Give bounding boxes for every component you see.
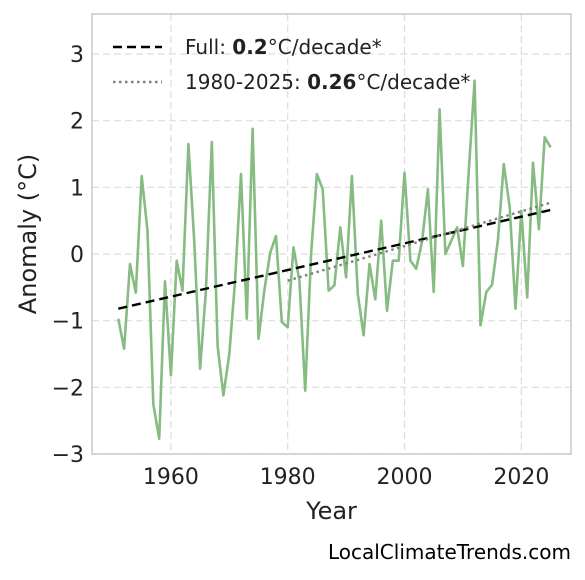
y-tick-label: 1	[70, 176, 84, 201]
y-tick-label: −1	[52, 310, 84, 335]
recent-trend-line	[287, 201, 551, 282]
full-trend-line	[118, 208, 551, 310]
y-axis-label: Anomaly (°C)	[14, 154, 42, 314]
legend-entry-full-trend: Full: 0.2°C/decade*	[185, 35, 382, 59]
plot-frame	[91, 13, 572, 455]
y-tick-label: −2	[52, 376, 84, 401]
x-tick-label: 1960	[143, 465, 199, 490]
x-tick-label: 2000	[377, 465, 433, 490]
legend-full-unit: °C/decade*	[268, 35, 382, 59]
legend-recent-unit: °C/decade*	[356, 70, 470, 94]
legend-recent-name: 1980-2025:	[185, 70, 307, 94]
legend-recent-value: 0.26	[307, 70, 356, 94]
x-tick-label: 1980	[260, 465, 316, 490]
x-axis-label: Year	[305, 497, 357, 525]
anomaly-series-line	[117, 79, 552, 441]
y-tick-label: −3	[52, 443, 84, 468]
source-credit: LocalClimateTrends.com	[327, 540, 571, 564]
legend-full-value: 0.2	[232, 35, 267, 59]
tick-labels: 1960 1980 2000 2020 −3 −2 −1 0 1 2 3	[52, 43, 550, 490]
x-tick-label: 2020	[493, 465, 549, 490]
legend: Full: 0.2°C/decade* 1980-2025: 0.26°C/de…	[113, 35, 470, 94]
y-tick-label: 3	[70, 43, 84, 68]
y-tick-label: 2	[70, 110, 84, 135]
y-tick-label: 0	[70, 243, 84, 268]
series-layer	[117, 79, 552, 441]
legend-entry-recent-trend: 1980-2025: 0.26°C/decade*	[185, 70, 470, 94]
legend-full-name: Full:	[185, 35, 232, 59]
